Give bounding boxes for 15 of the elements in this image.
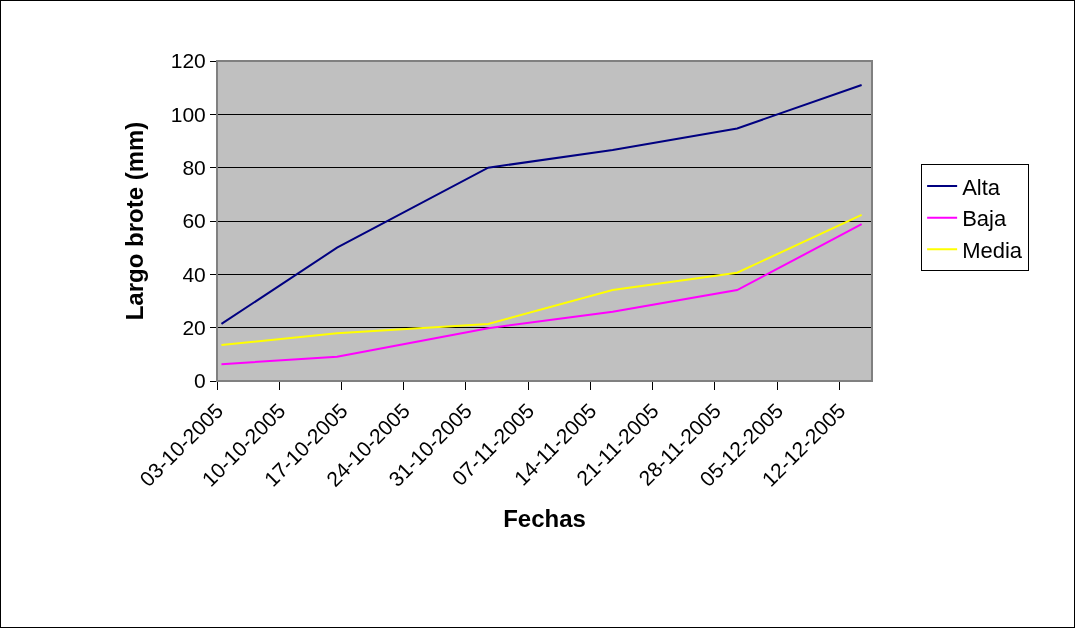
y-tick-label: 80 <box>182 156 206 180</box>
legend-label: Alta <box>962 174 1001 200</box>
y-tick-label: 20 <box>182 316 206 340</box>
line-series <box>220 223 863 366</box>
y-tick-label: 60 <box>182 209 206 233</box>
legend-label: Media <box>962 237 1023 263</box>
y-tick-label: 40 <box>182 262 206 286</box>
line-series <box>220 213 863 346</box>
line-series <box>220 84 863 325</box>
y-axis-title: Largo brote (mm) <box>120 121 148 321</box>
x-axis-title: Fechas <box>503 505 586 533</box>
y-tick-label: 100 <box>170 102 206 126</box>
y-tick-label: 0 <box>194 369 206 393</box>
legend-label: Baja <box>962 206 1007 232</box>
y-tick-label: 120 <box>170 49 206 73</box>
